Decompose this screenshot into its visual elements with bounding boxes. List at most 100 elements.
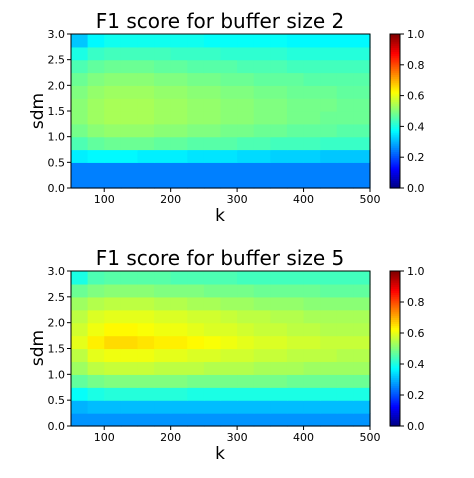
heatmap-cell	[286, 348, 305, 363]
heatmap-cell	[303, 361, 321, 375]
heatmap-cell	[253, 400, 271, 414]
heatmap-cell	[303, 374, 321, 388]
heatmap-cell	[120, 59, 139, 74]
heatmap-cell	[286, 322, 305, 337]
heatmap-cell	[120, 296, 139, 311]
colorbar-segment	[390, 45, 400, 49]
heatmap-cell	[303, 335, 321, 350]
colorbar-segment	[390, 313, 400, 317]
heatmap-cell	[120, 283, 139, 298]
heatmap-cell	[203, 387, 222, 401]
heatmap-cell	[87, 34, 105, 48]
heatmap-cell	[104, 123, 122, 138]
chart-title: F1 score for buffer size 5	[96, 246, 344, 270]
colorbar-segment	[390, 151, 400, 154]
x-axis-ticks: 100 200 300 400 500	[94, 426, 381, 444]
heatmap-cell	[303, 149, 321, 163]
y-axis-ticks: 0.0 0.5 1.0 1.5 2.0 2.5 3.0	[48, 265, 71, 433]
heatmap-cell	[353, 72, 371, 86]
y-axis-label: sdm	[28, 93, 48, 129]
heatmap-cell	[87, 98, 105, 112]
y-tick-label: 3.0	[48, 265, 66, 278]
colorbar-segment	[390, 118, 400, 122]
heatmap-cell	[353, 400, 371, 414]
heatmap-cell	[137, 85, 155, 99]
heatmap-cell	[237, 309, 255, 324]
colorbar-segment	[390, 84, 400, 87]
colorbar-segment	[390, 70, 400, 74]
heatmap-cell	[104, 296, 122, 311]
heatmap-cell	[320, 136, 338, 151]
heatmap-cell	[237, 111, 255, 125]
heatmap-cell	[286, 85, 305, 99]
heatmap-cell	[353, 149, 371, 163]
colorbar-segment	[390, 296, 400, 299]
heatmap-cell	[237, 46, 255, 61]
x-tick-label: 200	[160, 431, 181, 444]
y-tick-label: 2.5	[48, 54, 66, 67]
heatmap-cell	[336, 335, 354, 350]
heatmap-cell	[137, 123, 155, 138]
colorbar-segment	[390, 348, 400, 352]
heatmap-cell	[353, 271, 371, 285]
heatmap-cell	[154, 59, 172, 74]
colorbar-segment	[390, 89, 400, 93]
heatmap-cell	[320, 72, 338, 86]
colorbar-segment	[390, 360, 400, 363]
colorbar-segment	[390, 99, 400, 102]
colorbar-tick-label: 0.2	[407, 389, 425, 402]
heatmap-cell	[71, 374, 89, 388]
heatmap-cell	[170, 85, 188, 99]
heatmap-cell	[270, 59, 288, 74]
colorbar-segment	[390, 294, 400, 297]
heatmap-cell	[104, 361, 122, 375]
heatmap-cell	[270, 400, 288, 414]
heatmap-cell	[253, 387, 271, 401]
heatmap-panel-buffer-5: F1 score for buffer size 5 100 200 300 400 5…	[28, 246, 425, 464]
x-tick-label: 400	[293, 193, 314, 206]
heatmap-cells	[71, 34, 371, 189]
heatmap-cell	[203, 34, 222, 48]
heatmap-cell	[270, 309, 288, 324]
heatmap-cell	[187, 283, 205, 298]
heatmap-cell	[187, 59, 205, 74]
colorbar-segment	[390, 168, 400, 172]
heatmap-cell	[170, 34, 188, 48]
heatmap-cell	[154, 46, 172, 61]
heatmap-cell	[154, 400, 172, 414]
colorbar-segment	[390, 354, 400, 357]
heatmap-cell	[353, 98, 371, 112]
heatmap-cell	[187, 400, 205, 414]
heatmap-cell	[303, 322, 321, 337]
colorbar-segment	[390, 53, 400, 56]
heatmap-cell	[253, 296, 271, 311]
heatmap-cell	[120, 309, 139, 324]
colorbar-segment	[390, 364, 400, 367]
heatmap-cell	[353, 322, 371, 337]
heatmap-cell	[353, 59, 371, 74]
colorbar-segment	[390, 164, 400, 168]
heatmap-cell	[353, 374, 371, 388]
heatmap-cell	[104, 162, 122, 189]
colorbar-segment	[390, 375, 400, 379]
heatmap-cell	[154, 374, 172, 388]
heatmap-cell	[104, 59, 122, 74]
heatmap-cell	[120, 322, 139, 337]
heatmap-cell	[187, 162, 205, 189]
heatmap-cell	[320, 374, 338, 388]
heatmap-cell	[353, 361, 371, 375]
heatmap-cell	[170, 46, 188, 61]
heatmap-cell	[237, 322, 255, 337]
colorbar-segment	[390, 66, 400, 70]
heatmap-cell	[336, 98, 354, 112]
colorbar-segment	[390, 51, 400, 54]
heatmap-cell	[104, 72, 122, 86]
colorbar-segment	[390, 161, 400, 164]
heatmap-cell	[71, 72, 89, 86]
y-tick-label: 1.0	[48, 131, 66, 144]
colorbar-segment	[390, 147, 400, 151]
heatmap-cell	[71, 85, 89, 99]
colorbar-segment	[390, 282, 400, 286]
heatmap-cell	[253, 413, 271, 427]
